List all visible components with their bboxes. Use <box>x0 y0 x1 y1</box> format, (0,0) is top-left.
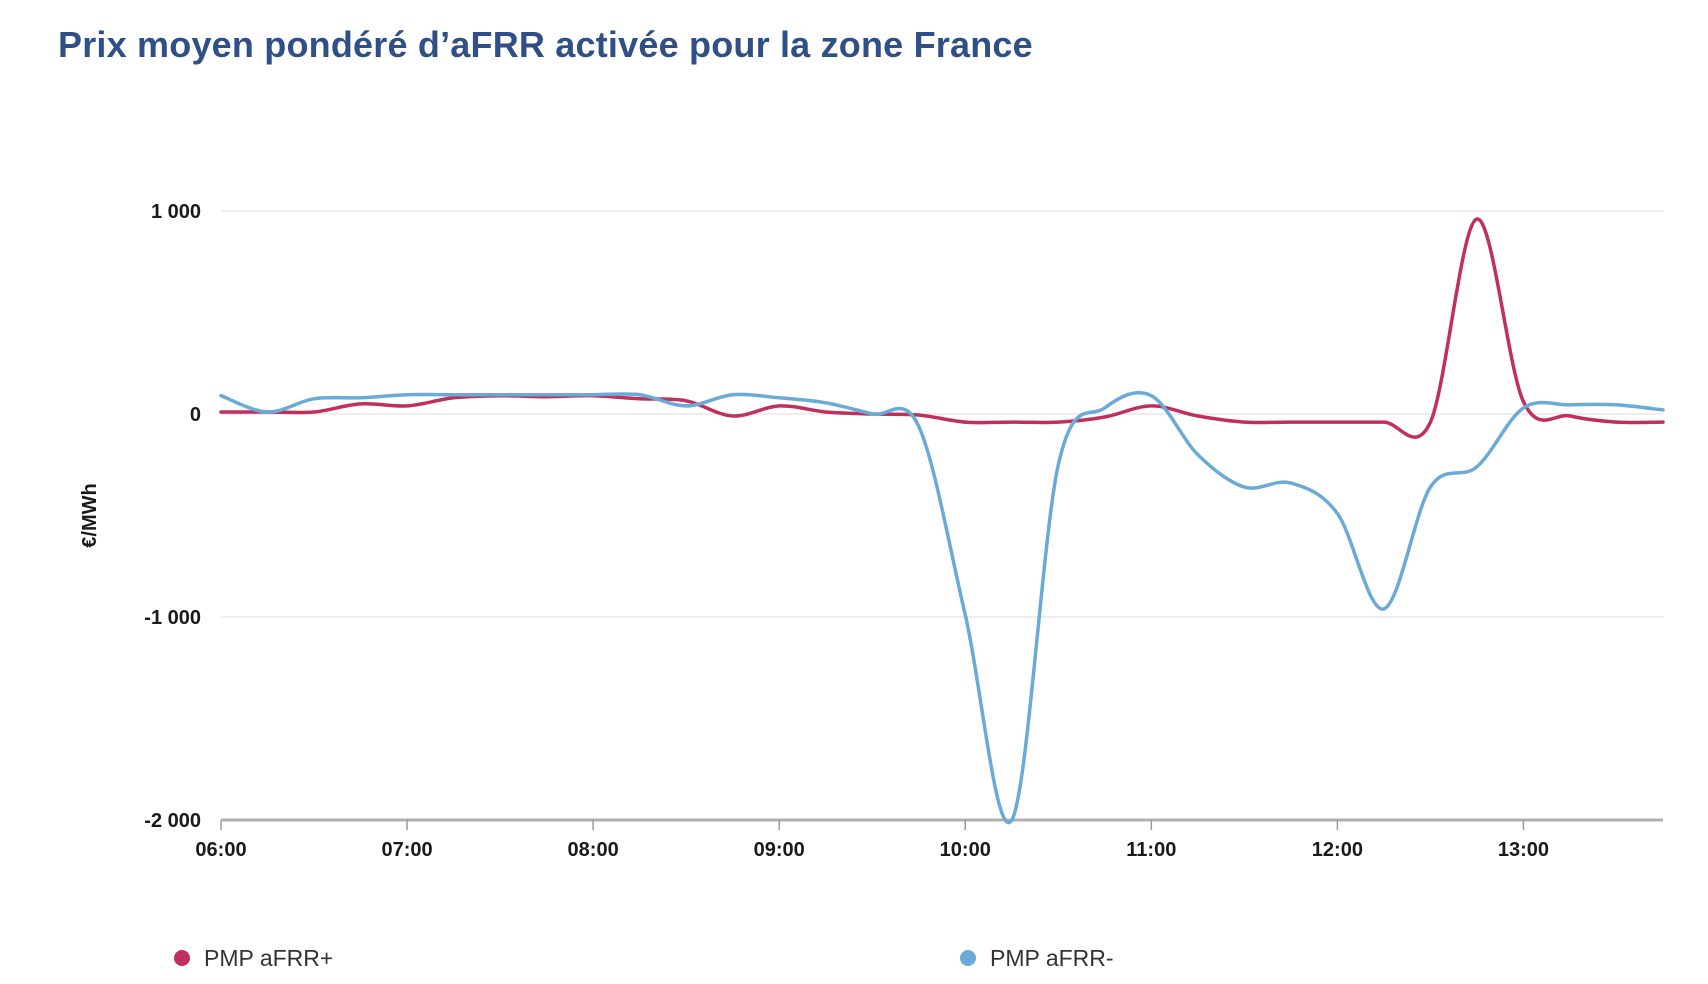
x-tick-label: 13:00 <box>1498 839 1549 861</box>
legend-label-pmp-afrr-plus: PMP aFRR+ <box>204 945 333 971</box>
legend-marker-pmp-afrr-minus <box>960 950 976 966</box>
x-tick-label: 10:00 <box>940 839 991 861</box>
y-axis-title: €/MWh <box>79 483 101 547</box>
series-line-pmp-afrr-plus <box>219 217 1665 439</box>
legend-marker-pmp-afrr-plus <box>174 950 190 966</box>
y-tick-label: 0 <box>190 404 201 426</box>
x-tick-label: 11:00 <box>1126 839 1176 861</box>
x-tick-label: 12:00 <box>1312 839 1363 861</box>
chart-title: Prix moyen pondéré d’aFRR activée pour l… <box>58 24 1033 65</box>
x-tick-label: 08:00 <box>568 839 619 861</box>
x-tick-label: 07:00 <box>381 839 432 861</box>
legend-label-pmp-afrr-minus: PMP aFRR- <box>990 945 1114 971</box>
y-tick-label: 1 000 <box>151 201 201 223</box>
y-tick-label: -2 000 <box>144 810 201 832</box>
y-tick-label: -1 000 <box>144 607 201 629</box>
series-line-pmp-afrr-minus <box>219 390 1665 825</box>
x-tick-label: 09:00 <box>754 839 805 861</box>
x-tick-label: 06:00 <box>195 839 246 861</box>
